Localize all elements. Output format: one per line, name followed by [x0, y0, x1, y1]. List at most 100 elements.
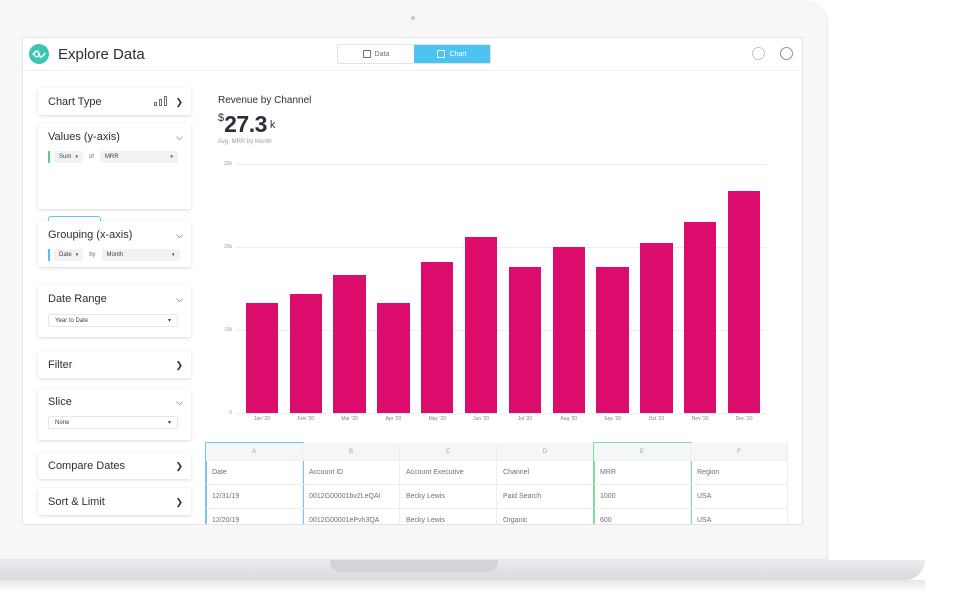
- dropdown-icon: ▾: [167, 318, 171, 324]
- panel-slice: Slice ⌵ None ▾: [38, 388, 191, 440]
- app-screen: Explore Data Data Chart Chart Type ❯ Val…: [22, 37, 803, 525]
- grouping-row: Date ▾ by Month ▾: [48, 249, 180, 261]
- table-column[interactable]: A Date 12/31/19 12/20/19: [205, 442, 304, 524]
- y-tick-label: 0: [229, 410, 232, 416]
- date-range-value: Year to Date: [55, 317, 89, 324]
- interval-select[interactable]: Month ▾: [101, 249, 180, 261]
- table-cell[interactable]: 12/31/19: [206, 485, 303, 509]
- bar[interactable]: [421, 261, 454, 413]
- gear-icon[interactable]: [752, 47, 765, 60]
- bar[interactable]: [552, 247, 585, 413]
- bar[interactable]: [684, 222, 717, 413]
- bar[interactable]: [596, 266, 629, 413]
- metric-unit: k: [269, 119, 276, 131]
- table-column[interactable]: D Channel Paid Search Organic: [497, 443, 594, 524]
- x-tick-label: Sep '20: [604, 416, 621, 422]
- bar[interactable]: [289, 294, 322, 413]
- bar-chart-icon: [154, 96, 171, 106]
- chevron-right-icon: ❯: [175, 360, 183, 370]
- tab-chart[interactable]: Chart: [414, 45, 490, 63]
- column-letter[interactable]: D: [497, 443, 594, 461]
- slice-title: Slice: [48, 396, 72, 408]
- column-header[interactable]: Region: [691, 461, 788, 485]
- x-tick-label: Dec '20: [735, 416, 753, 422]
- column-header[interactable]: Channel: [497, 461, 594, 485]
- gridline: [236, 247, 766, 248]
- database-icon: [362, 50, 371, 58]
- metric-currency: $: [218, 112, 225, 124]
- table-cell[interactable]: 0012G00001bv2LeQAI: [303, 485, 400, 509]
- table-cell[interactable]: Becky Lewis: [400, 485, 497, 509]
- column-letter[interactable]: A: [206, 443, 303, 461]
- table-cell[interactable]: Becky Lewis: [400, 509, 497, 524]
- panel-sort-limit[interactable]: Sort & Limit ❯: [38, 488, 191, 515]
- table-cell[interactable]: Organic: [497, 509, 594, 524]
- x-tick-label: Jun '20: [473, 416, 490, 422]
- bar-chart: 0 10k 20k 30k Jan '20 Feb '20 Mar '20 Apr '20 Ma…: [218, 158, 778, 428]
- chevron-right-icon: ❯: [175, 497, 183, 507]
- dropdown-icon: ▾: [170, 154, 173, 160]
- bar[interactable]: [640, 242, 673, 413]
- table-column[interactable]: C Account Executive Becky Lewis Becky Lewis: [400, 443, 497, 524]
- table-cell[interactable]: 600: [594, 509, 691, 524]
- field-value: MRR: [104, 154, 119, 160]
- metric-value: $ 27.3 k: [218, 111, 275, 138]
- table-column[interactable]: B Account ID 0012G00001bv2LeQAI 0012G00001e…: [303, 443, 400, 524]
- column-letter[interactable]: C: [400, 443, 497, 461]
- chevron-down-icon[interactable]: ⌵: [176, 132, 183, 142]
- gridline: [236, 413, 766, 414]
- field-select[interactable]: MRR ▾: [99, 151, 178, 163]
- agg-select[interactable]: Sum ▾: [54, 151, 83, 163]
- slice-select[interactable]: None ▾: [48, 416, 178, 429]
- column-header[interactable]: Account Executive: [400, 461, 497, 485]
- panel-chart-type[interactable]: Chart Type ❯: [38, 88, 191, 115]
- table-cell[interactable]: 12/20/19: [206, 509, 303, 524]
- panel-filter[interactable]: Filter ❯: [38, 351, 191, 378]
- tab-data[interactable]: Data: [338, 45, 414, 63]
- panel-date-range: Date Range ⌵ Year to Date ▾: [38, 285, 191, 337]
- chevron-right-icon: ❯: [175, 461, 183, 471]
- column-header[interactable]: MRR: [594, 461, 691, 485]
- date-range-select[interactable]: Year to Date ▾: [48, 314, 178, 327]
- panel-compare-dates[interactable]: Compare Dates ❯: [38, 452, 191, 479]
- x-tick-label: Aug '20: [560, 416, 578, 422]
- dropdown-icon: ▾: [167, 420, 171, 426]
- chevron-down-icon[interactable]: ⌵: [176, 230, 183, 240]
- chevron-down-icon[interactable]: ⌵: [176, 294, 183, 304]
- bar[interactable]: [333, 275, 366, 413]
- column-letter[interactable]: B: [303, 443, 400, 461]
- dropdown-icon: ▾: [172, 252, 175, 258]
- bar[interactable]: [245, 303, 279, 413]
- bar[interactable]: [377, 302, 410, 413]
- table-cell[interactable]: USA: [691, 509, 788, 524]
- group-field-value: Date: [59, 252, 72, 258]
- tab-data-label: Data: [374, 50, 390, 58]
- chart-icon: [437, 50, 446, 58]
- dropdown-icon: ▾: [75, 154, 78, 160]
- date-range-title: Date Range: [48, 293, 107, 305]
- bar[interactable]: [727, 190, 761, 413]
- table-cell[interactable]: Paid Search: [497, 485, 594, 509]
- values-title: Values (y-axis): [48, 131, 120, 143]
- column-letter[interactable]: F: [691, 443, 788, 461]
- table-column[interactable]: E MRR 1000 600: [593, 442, 692, 524]
- bar[interactable]: [464, 237, 498, 413]
- group-field-select[interactable]: Date ▾: [54, 249, 84, 261]
- x-tick-label: Apr '20: [385, 416, 402, 422]
- user-icon[interactable]: [780, 47, 793, 60]
- chevron-right-icon: ❯: [175, 97, 183, 107]
- chevron-down-icon[interactable]: ⌵: [176, 397, 183, 407]
- y-tick-label: 30k: [223, 161, 232, 167]
- x-tick-label: Nov '20: [691, 416, 709, 422]
- column-header[interactable]: Date: [206, 461, 303, 485]
- chart-type-title: Chart Type: [48, 96, 102, 108]
- table-cell[interactable]: 1000: [594, 485, 691, 509]
- column-letter[interactable]: E: [594, 443, 691, 461]
- table-cell[interactable]: 0012G00001ePvh3QA: [303, 509, 400, 524]
- table-cell[interactable]: USA: [691, 485, 788, 509]
- table-column[interactable]: F Region USA USA: [691, 443, 788, 524]
- column-header[interactable]: Account ID: [303, 461, 400, 485]
- bar[interactable]: [508, 266, 542, 413]
- chart-title: Revenue by Channel: [218, 95, 312, 106]
- y-tick-label: 10k: [223, 327, 232, 333]
